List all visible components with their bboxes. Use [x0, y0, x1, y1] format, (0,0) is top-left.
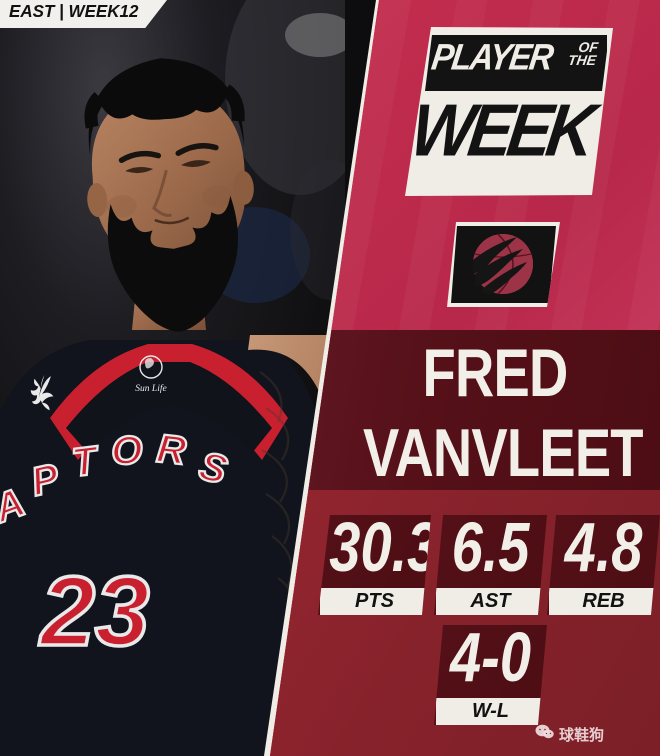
- svg-text:O: O: [111, 429, 143, 474]
- svg-text:23: 23: [38, 556, 149, 666]
- svg-text:Sun Life: Sun Life: [135, 383, 166, 394]
- svg-text:R: R: [155, 427, 188, 474]
